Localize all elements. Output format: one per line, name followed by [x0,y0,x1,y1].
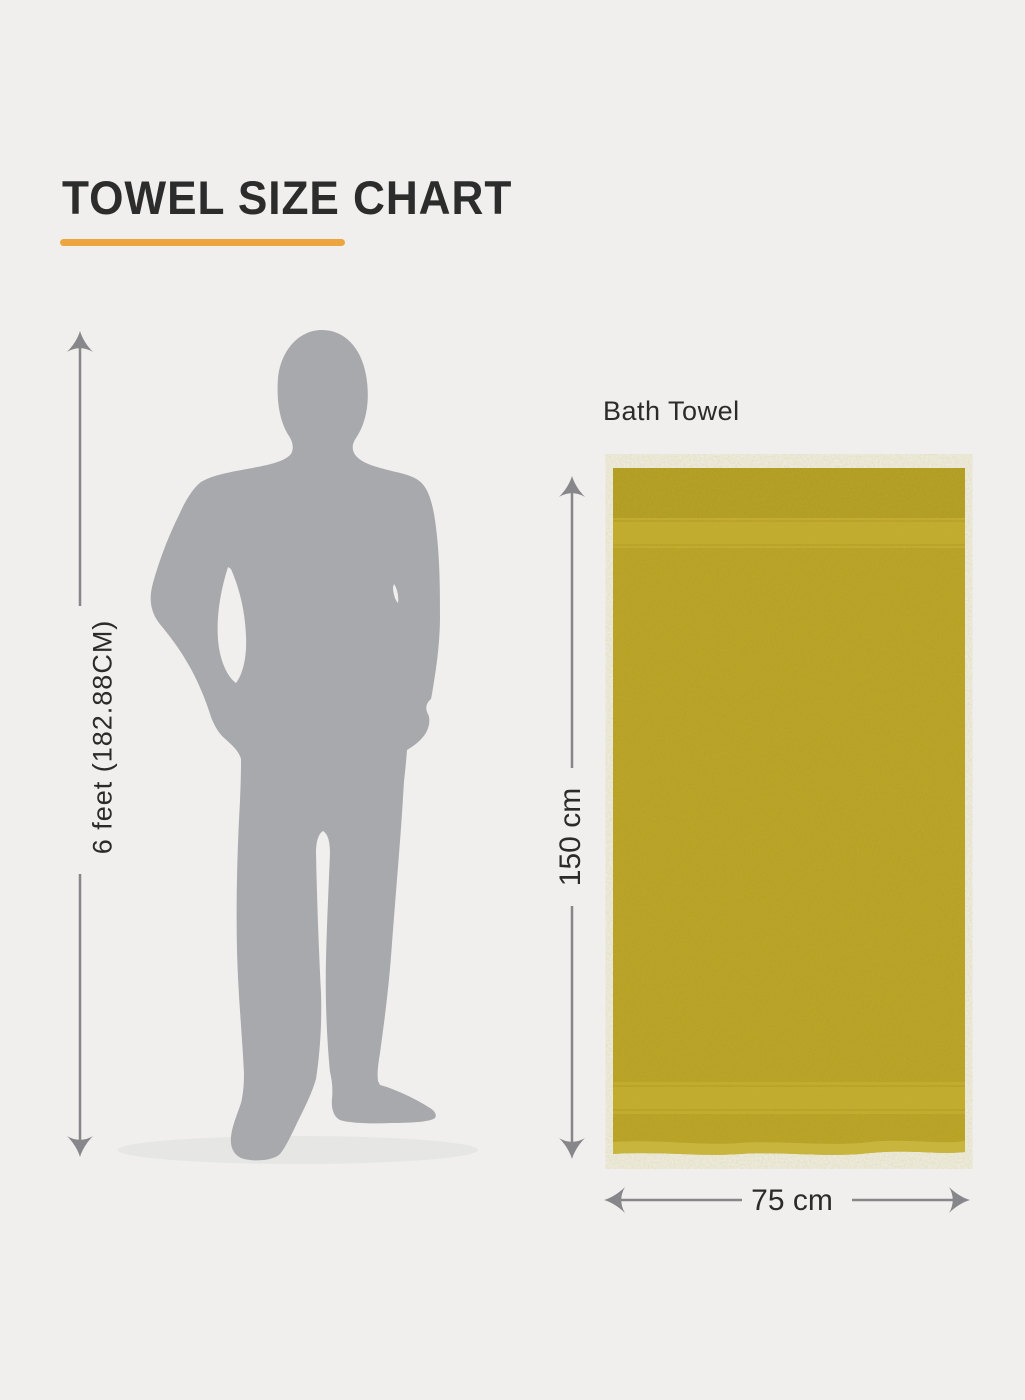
towel-bottom-border-stripe [613,1082,965,1114]
towel-top-texture-band [613,468,965,518]
towel-name-label: Bath Towel [603,396,740,426]
title-underline [60,239,345,246]
towel-top-border-stripe [613,518,965,548]
towel-bottom-hem [613,1140,965,1155]
floor-shadow [118,1136,478,1164]
towel-body [613,468,965,1155]
page-title: TOWEL SIZE CHART [62,171,513,224]
person-height-label: 6 feet (182.88CM) [87,619,118,855]
bath-towel-swatch [613,468,965,1155]
towel-width-label: 75 cm [751,1184,833,1217]
man-silhouette [150,330,441,1161]
towel-height-label: 150 cm [554,787,587,887]
